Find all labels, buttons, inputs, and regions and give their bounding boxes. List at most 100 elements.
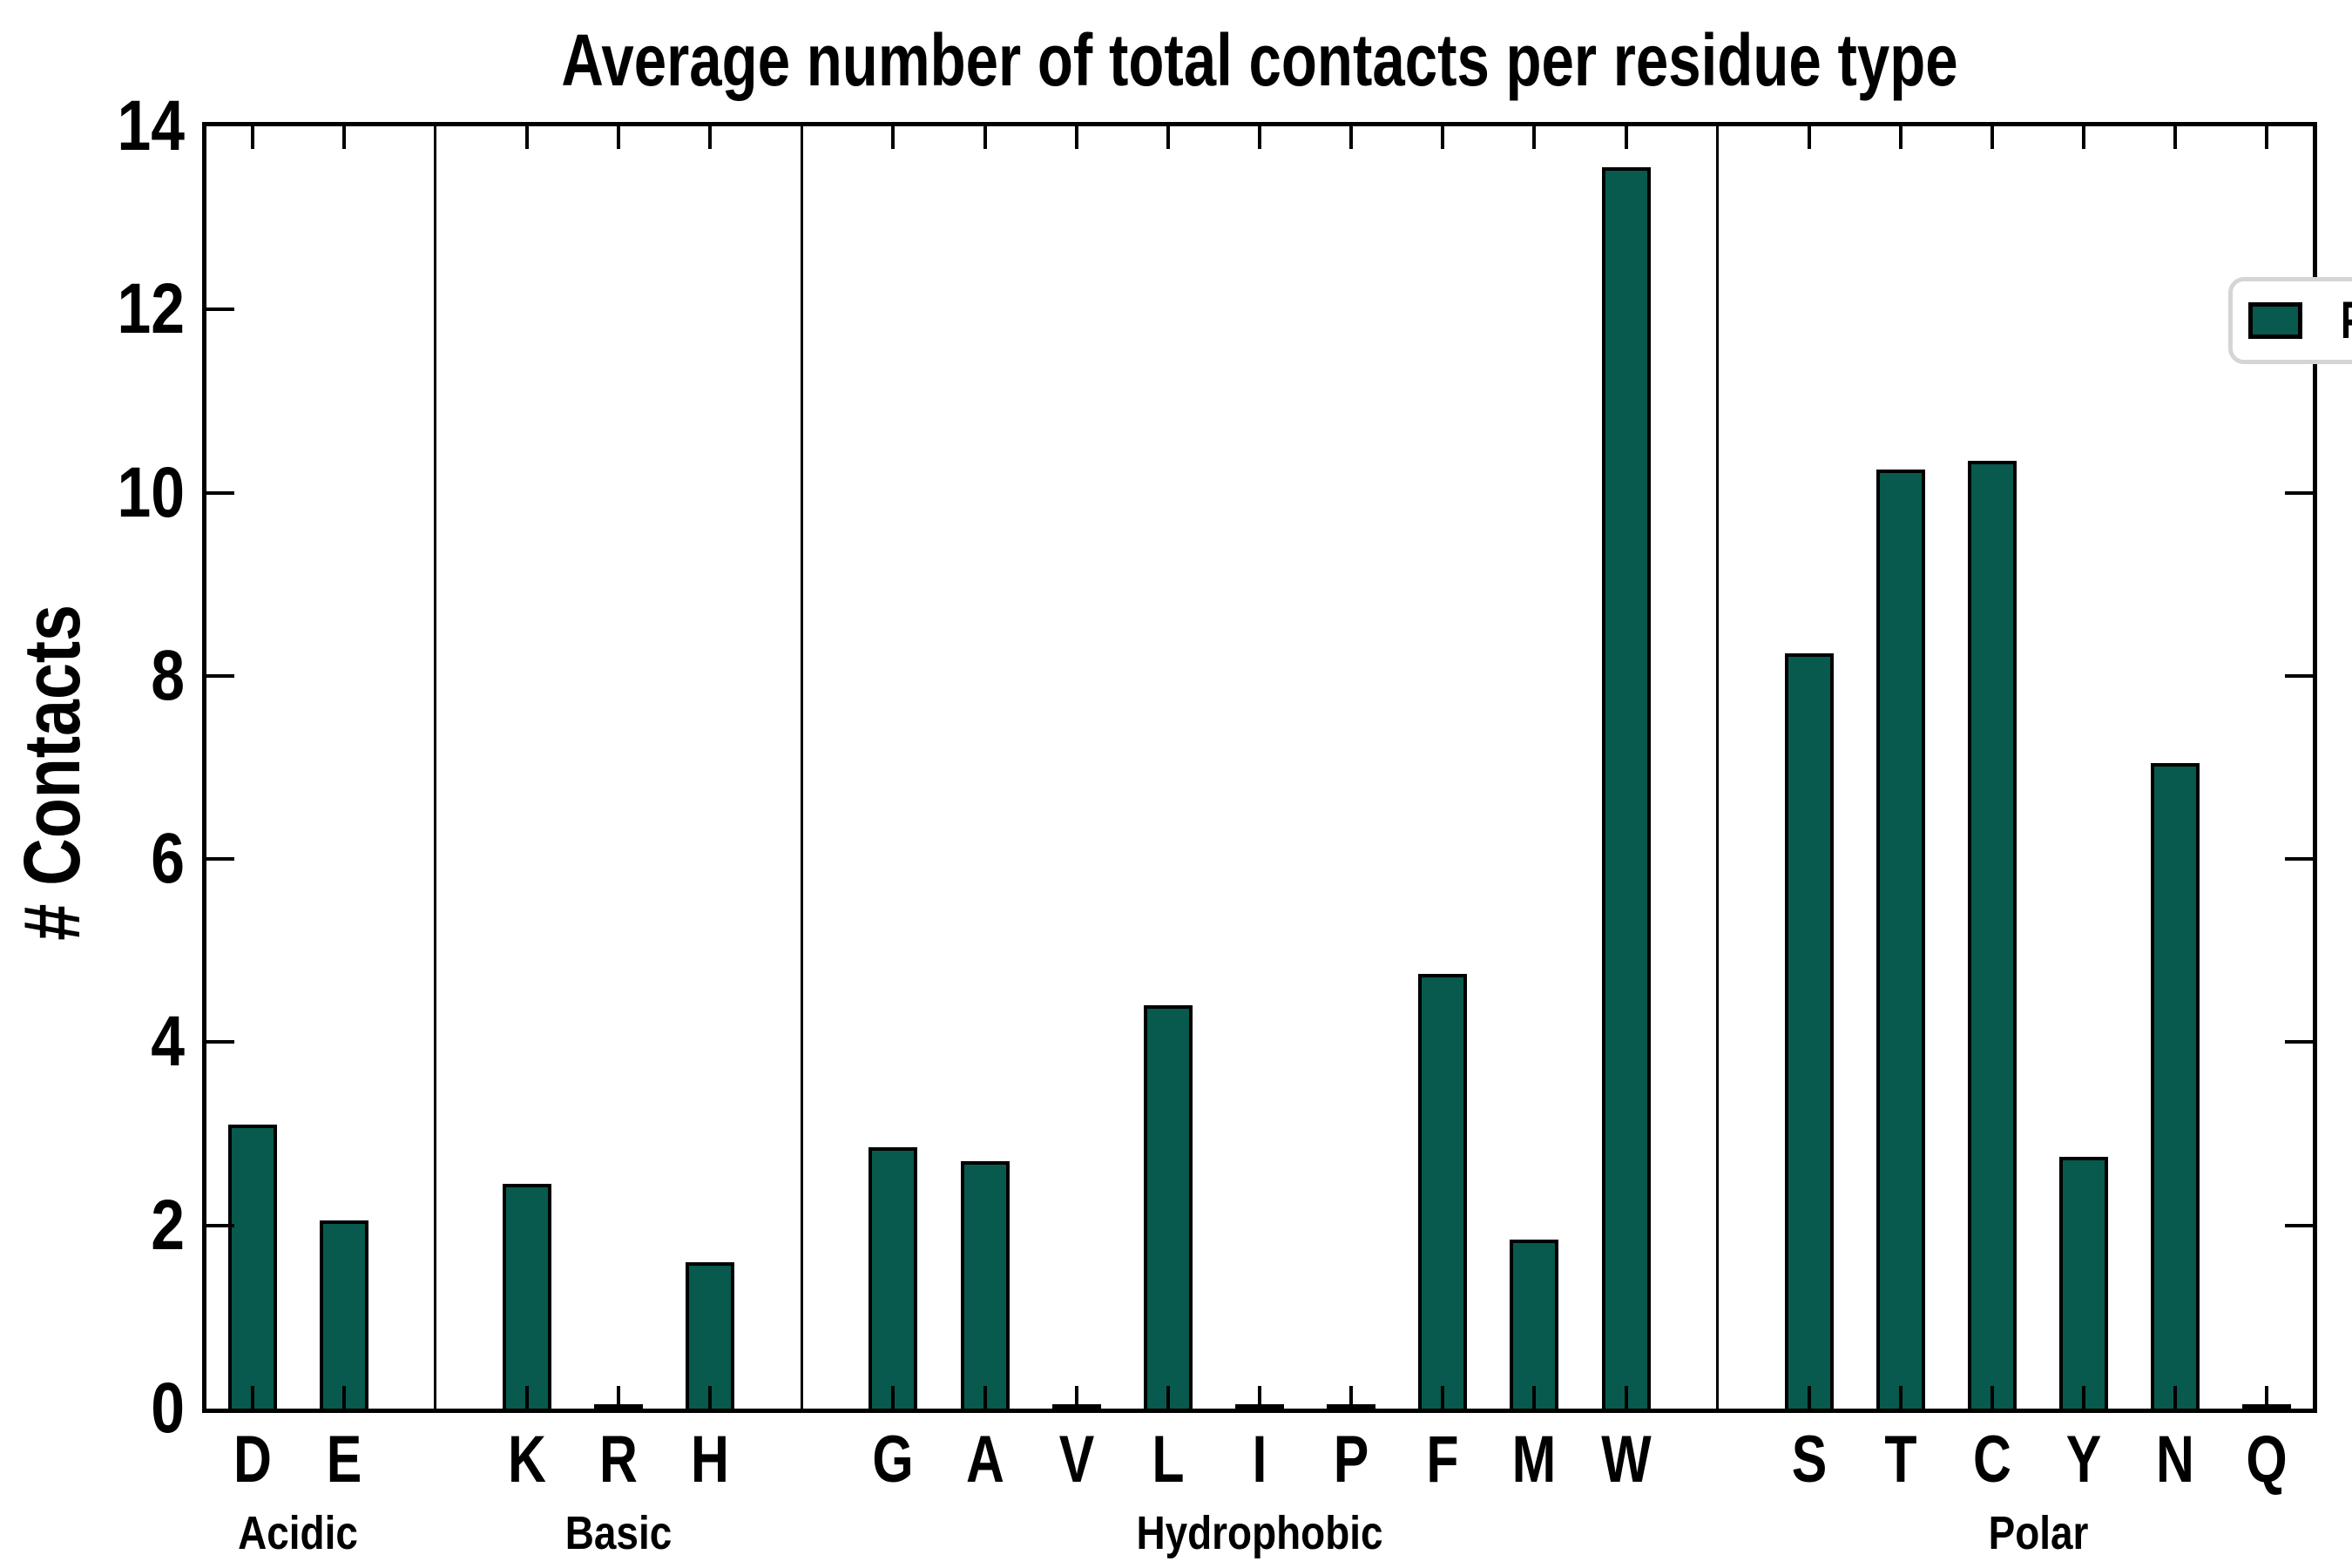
x-tick-mark [983,126,987,149]
x-tick-mark [250,126,254,149]
x-tick-mark [891,126,896,149]
x-tick-mark [1166,126,1170,149]
x-tick-mark [250,1386,254,1409]
group-divider [1716,126,1720,1409]
x-tick-mark [1532,1386,1537,1409]
bar-C [1968,460,2017,1409]
group-label: Acidic [238,1507,359,1559]
x-tick-mark [1532,126,1537,149]
bar-Y [2059,1156,2109,1409]
x-tick-mark [2082,126,2086,149]
y-tick-mark [2285,1040,2313,1044]
y-tick-mark [2285,1223,2313,1227]
y-tick-label: 4 [151,1002,185,1082]
x-tick-mark [1349,126,1354,149]
group-divider [434,126,437,1409]
x-tick-label: F [1426,1423,1459,1497]
x-tick-label: S [1791,1423,1828,1497]
bar-H [686,1261,735,1409]
y-tick-mark [206,1223,234,1227]
bar-T [1876,470,1925,1409]
x-tick-mark [2265,1386,2269,1409]
x-tick-mark [1624,126,1628,149]
group-divider [800,126,803,1409]
x-tick-mark [1624,1386,1628,1409]
bar-N [2151,762,2200,1409]
x-tick-label: A [965,1423,1004,1497]
plot-area: POPC [202,122,2352,1413]
x-tick-label: Q [2246,1423,2288,1497]
group-label: Polar [1988,1507,2088,1559]
x-tick-mark [1349,1386,1354,1409]
legend-box: POPC [2228,277,2352,364]
x-tick-label: Y [2065,1423,2102,1497]
y-tick-label: 0 [151,1369,185,1448]
x-tick-mark [1807,126,1811,149]
bar-L [1143,1005,1193,1409]
x-tick-mark [1258,126,1261,149]
bar-W [1601,167,1651,1409]
legend-label: POPC [2341,294,2352,347]
y-tick-mark [2285,857,2313,862]
x-tick-mark [983,1386,987,1409]
x-tick-mark [1441,126,1445,149]
y-tick-label: 10 [117,452,185,532]
y-tick-mark [206,1040,234,1044]
x-tick-mark [2173,1386,2178,1409]
group-label: Hydrophobic [1136,1507,1383,1559]
y-tick-label: 8 [151,635,185,715]
bar-G [868,1147,918,1409]
x-tick-mark [1990,126,1995,149]
x-tick-mark [1898,1386,1903,1409]
bar-K [502,1184,551,1409]
y-tick-label: 2 [151,1185,185,1265]
x-tick-mark [1074,126,1078,149]
x-tick-mark [524,1386,529,1409]
x-tick-label: N [2156,1423,2195,1497]
x-tick-mark [341,126,346,149]
x-tick-label: R [599,1423,639,1497]
x-tick-label: C [1973,1423,2011,1497]
legend-swatch [2248,302,2302,339]
bar-D [227,1125,277,1409]
group-label: Basic [564,1507,672,1559]
x-tick-label: I [1252,1423,1267,1497]
chart-title: Average number of total contacts per res… [561,19,1958,101]
x-tick-label: V [1058,1423,1095,1497]
y-tick-label: 6 [151,819,185,899]
x-tick-mark [2265,126,2269,149]
bar-E [319,1220,368,1409]
x-tick-label: W [1600,1423,1652,1497]
y-tick-mark [2285,490,2313,495]
x-tick-mark [1074,1386,1078,1409]
x-tick-label: K [507,1423,546,1497]
bar-S [1784,652,1834,1409]
x-tick-mark [2082,1386,2086,1409]
x-tick-label: M [1512,1423,1557,1497]
x-tick-label: P [1333,1423,1369,1497]
y-tick-label: 14 [117,86,185,166]
x-tick-mark [1898,126,1903,149]
bar-A [960,1161,1010,1409]
y-tick-mark [206,673,234,678]
y-tick-mark [2285,673,2313,678]
y-tick-mark [206,490,234,495]
x-tick-label: G [872,1423,915,1497]
y-tick-mark [206,857,234,862]
x-tick-label: T [1884,1423,1917,1497]
x-tick-mark [708,126,713,149]
x-tick-mark [891,1386,896,1409]
x-tick-mark [341,1386,346,1409]
x-tick-mark [524,126,529,149]
x-tick-label: L [1152,1423,1185,1497]
x-tick-mark [1807,1386,1811,1409]
x-tick-label: D [233,1423,272,1497]
x-tick-mark [2173,126,2178,149]
x-tick-mark [1990,1386,1995,1409]
x-tick-mark [1258,1386,1261,1409]
x-tick-mark [1166,1386,1170,1409]
bar-F [1418,973,1468,1409]
y-tick-mark [206,308,234,312]
x-tick-mark [617,1386,621,1409]
